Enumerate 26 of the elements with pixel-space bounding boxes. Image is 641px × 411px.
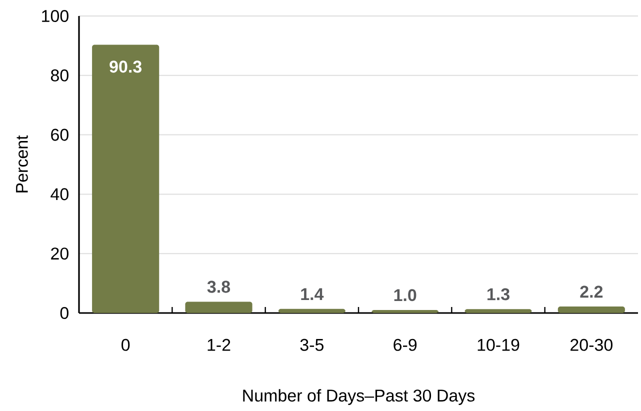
x-tick-label: 1-2 <box>208 338 230 351</box>
bar <box>372 310 439 313</box>
bar <box>92 44 160 313</box>
y-tick-label: 100 <box>42 10 68 22</box>
x-tick-label: 3-5 <box>300 338 324 351</box>
bar <box>185 302 252 313</box>
x-tick-label: 10-19 <box>478 338 520 351</box>
x-axis-title: Number of Days–Past 30 Days <box>243 389 475 405</box>
y-tick-label: 20 <box>51 248 68 260</box>
y-axis-title: Percent <box>16 135 28 192</box>
x-tick-label: 20-30 <box>570 338 612 351</box>
data-label: 3.8 <box>207 280 230 293</box>
data-label: 1.0 <box>394 289 416 302</box>
data-label: 1.4 <box>301 288 324 300</box>
data-label: 2.2 <box>580 286 603 298</box>
data-label: 1.3 <box>488 288 510 300</box>
bar <box>278 308 346 313</box>
data-label: 90.3 <box>110 60 142 73</box>
y-tick-label: 80 <box>50 69 68 82</box>
bar <box>464 309 532 313</box>
bar <box>558 306 625 313</box>
y-tick-label: 60 <box>51 128 68 141</box>
y-tick-label: 0 <box>60 306 68 320</box>
y-tick-label: 40 <box>50 188 68 200</box>
x-tick-label: 0 <box>122 338 130 351</box>
x-tick-label: 6-9 <box>394 338 417 351</box>
